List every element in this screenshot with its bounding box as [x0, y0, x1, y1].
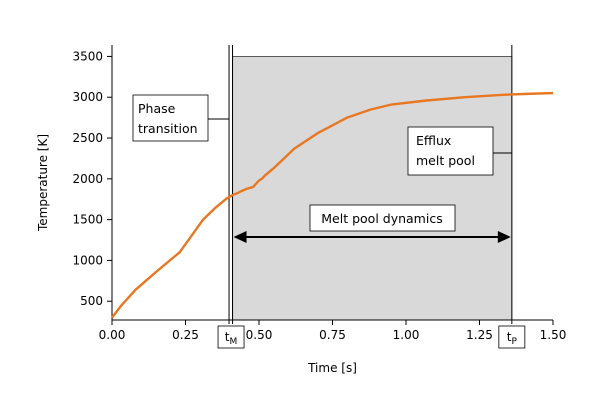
- y-axis-title: Temperature [K]: [36, 134, 50, 232]
- temperature-line: [111, 91, 554, 319]
- melt-pool-dynamics-label: Melt pool dynamics: [321, 211, 442, 226]
- x-tick-label: 1.50: [540, 328, 567, 342]
- x-tick-label: 0.50: [246, 328, 273, 342]
- melt-pool-dynamics-box: [309, 204, 456, 232]
- marker-label: tP: [507, 330, 518, 347]
- dynamics-arrow-right-head: [497, 231, 511, 243]
- efflux-label: Efflux: [416, 133, 451, 148]
- marker-label-box: [217, 325, 245, 349]
- y-tick-label: 1500: [72, 213, 103, 227]
- x-tick-label: 1.00: [393, 328, 420, 342]
- phase-transition-label: Phase: [138, 101, 176, 116]
- x-tick-label: 0.25: [172, 328, 199, 342]
- y-tick-label: 2000: [72, 172, 103, 186]
- y-tick-label: 3500: [72, 49, 103, 63]
- dynamics-arrow-left-head: [233, 231, 247, 243]
- y-tick-label: 2500: [72, 131, 103, 145]
- marker-label: tM: [225, 330, 237, 347]
- shaded-region: [232, 56, 513, 321]
- plot-layer: 500 1000 1500 2000 2500 3000 3500 0.00 0.25 0.50 0…: [36, 45, 566, 375]
- y-tick-label: 3000: [72, 90, 103, 104]
- x-tick-label: 0.00: [99, 328, 126, 342]
- x-axis-title: Time [s]: [307, 361, 357, 375]
- y-tick-label: 500: [80, 294, 103, 308]
- phase-transition-label: transition: [138, 121, 198, 136]
- efflux-label: melt pool: [416, 153, 475, 168]
- y-tick-label: 1000: [72, 253, 103, 267]
- phase-transition-box: [132, 94, 209, 142]
- x-tick-label: 1.25: [466, 328, 493, 342]
- x-tick-label: 0.75: [319, 328, 346, 342]
- marker-label-box: [498, 325, 526, 349]
- efflux-box: [407, 126, 494, 176]
